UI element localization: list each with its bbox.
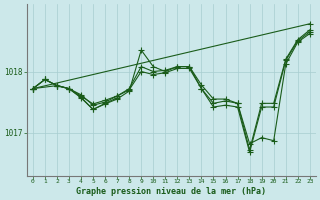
X-axis label: Graphe pression niveau de la mer (hPa): Graphe pression niveau de la mer (hPa) (76, 187, 266, 196)
